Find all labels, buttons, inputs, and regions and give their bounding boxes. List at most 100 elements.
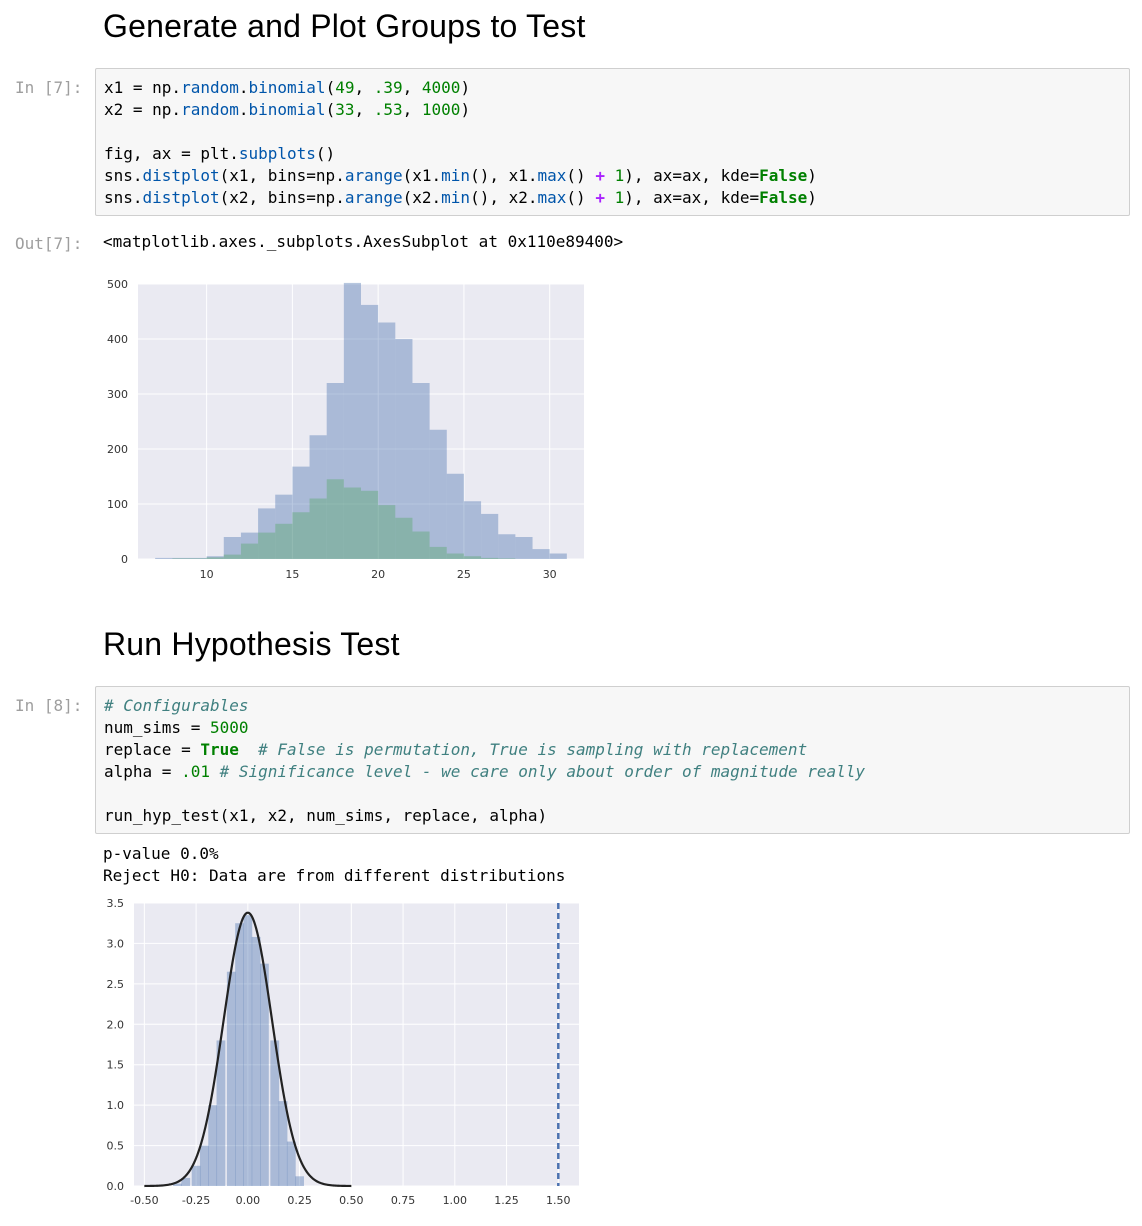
plot-area bbox=[134, 903, 579, 1186]
kde-line bbox=[144, 911, 352, 1188]
histogram-bar bbox=[235, 923, 244, 1186]
histogram-bar-x2 bbox=[481, 557, 499, 559]
x-tick-label: 0.75 bbox=[391, 1194, 416, 1207]
x-tick-label: 15 bbox=[285, 568, 299, 581]
histogram-bar-x1 bbox=[172, 557, 190, 559]
histogram-bar-x2 bbox=[412, 531, 430, 559]
histogram-bar bbox=[251, 936, 261, 1186]
y-tick-label: 1.5 bbox=[107, 1059, 125, 1072]
section-heading-hypothesis: Run Hypothesis Test bbox=[103, 626, 400, 662]
histogram-bar bbox=[270, 1040, 280, 1186]
histogram-bar bbox=[278, 1101, 288, 1186]
y-tick-label: 2.5 bbox=[107, 978, 125, 991]
histogram-bar-x2 bbox=[395, 517, 413, 559]
histogram-bar-x2 bbox=[446, 553, 464, 559]
histogram-bar-x1 bbox=[223, 537, 241, 559]
histogram-bar-x1 bbox=[498, 534, 516, 559]
y-tick-label: 300 bbox=[107, 388, 128, 401]
y-tick-label: 3.5 bbox=[107, 897, 125, 910]
histogram-bar-x2 bbox=[498, 558, 516, 559]
histogram-bar-x1 bbox=[395, 339, 413, 559]
histogram-bar bbox=[226, 971, 236, 1186]
x-tick-label: 10 bbox=[200, 568, 214, 581]
histogram-bar-x1 bbox=[361, 304, 379, 559]
histogram-bar-x1 bbox=[463, 501, 482, 559]
histogram-bar-x1 bbox=[326, 383, 344, 559]
histogram-bar-x1 bbox=[378, 322, 396, 559]
histogram-bar-x2 bbox=[292, 512, 310, 559]
plot-area bbox=[138, 284, 584, 559]
y-tick-label: 100 bbox=[107, 498, 128, 511]
x-tick-label: 1.50 bbox=[546, 1194, 571, 1207]
histogram-bar-x1 bbox=[258, 508, 276, 559]
y-tick-label: 500 bbox=[107, 278, 128, 291]
x-tick-label: 1.25 bbox=[494, 1194, 518, 1207]
y-tick-label: 2.0 bbox=[107, 1018, 125, 1031]
histogram-bar bbox=[173, 1183, 182, 1186]
code-cell-8-source[interactable]: # Configurables num_sims = 5000 replace … bbox=[104, 696, 866, 825]
histogram-bar-x1 bbox=[515, 537, 533, 559]
histogram-bar-x1 bbox=[429, 429, 447, 559]
histogram-bar-x2 bbox=[240, 543, 259, 559]
histogram-bar-x2 bbox=[189, 558, 207, 559]
section-heading-generate: Generate and Plot Groups to Test bbox=[103, 8, 586, 44]
histogram-bar bbox=[295, 1176, 304, 1186]
histogram-bar-x2 bbox=[343, 487, 361, 559]
x-tick-label: 20 bbox=[371, 568, 385, 581]
histogram-bar-x2 bbox=[378, 505, 396, 559]
histogram-bar-x1 bbox=[240, 532, 259, 559]
histogram-bar-x2 bbox=[275, 523, 293, 559]
y-tick-label: 400 bbox=[107, 333, 128, 346]
histogram-bar-x1 bbox=[275, 494, 293, 559]
histogram-bar bbox=[208, 1105, 218, 1186]
x-tick-label: 0.25 bbox=[287, 1194, 312, 1207]
code-cell-7[interactable] bbox=[95, 68, 1130, 216]
histogram-bar bbox=[259, 963, 269, 1186]
histogram-bar bbox=[181, 1177, 191, 1186]
x-tick-label: -0.25 bbox=[182, 1194, 210, 1207]
code-cell-7-source[interactable]: x1 = np.random.binomial(49, .39, 4000) x… bbox=[104, 78, 817, 207]
histogram-bar-x1 bbox=[412, 383, 430, 559]
stdout-pvalue: p-value 0.0% bbox=[103, 844, 219, 863]
histogram-bar-x2 bbox=[429, 546, 447, 559]
histogram-bar-x2 bbox=[223, 554, 241, 559]
x-tick-label: 1.00 bbox=[443, 1194, 468, 1207]
x-tick-label: 0.50 bbox=[339, 1194, 364, 1207]
histogram-bar-x1 bbox=[155, 557, 173, 559]
histogram-bar-x1 bbox=[532, 549, 550, 559]
in-prompt-8: In [8]: bbox=[15, 696, 83, 715]
histogram-bar bbox=[286, 1141, 296, 1186]
x-tick-label: 0.00 bbox=[236, 1194, 261, 1207]
histogram-bar-x1 bbox=[206, 556, 224, 559]
histogram-bar-x1 bbox=[189, 557, 207, 559]
histogram-bar-x1 bbox=[292, 466, 310, 559]
histogram-bar-x2 bbox=[326, 479, 344, 559]
histogram-chart: 0 100 200 300 400 500 10 15 20 25 30 bbox=[107, 278, 584, 581]
histogram-bar bbox=[216, 1040, 226, 1186]
x-tick-label: 25 bbox=[457, 568, 471, 581]
histogram-bar bbox=[199, 1145, 209, 1186]
histogram-bar-x2 bbox=[361, 490, 379, 559]
histogram-bar bbox=[243, 915, 253, 1186]
histogram-bar-x1 bbox=[309, 435, 327, 559]
y-tick-label: 0.0 bbox=[107, 1180, 125, 1193]
bootstrap-distribution-chart: 0.0 0.5 1.0 1.5 2.0 2.5 3.0 3.5 -0.50 -0.25 0.00 0.… bbox=[107, 897, 579, 1207]
in-prompt-7: In [7]: bbox=[15, 78, 83, 97]
histogram-bar-x2 bbox=[206, 557, 224, 559]
output-repr-7: <matplotlib.axes._subplots.AxesSubplot a… bbox=[103, 232, 624, 251]
stdout-reject: Reject H0: Data are from different distr… bbox=[103, 866, 566, 885]
histogram-bar-x2 bbox=[172, 558, 190, 559]
y-tick-label: 3.0 bbox=[107, 937, 125, 950]
y-tick-label: 0 bbox=[121, 553, 128, 566]
code-cell-8[interactable] bbox=[95, 686, 1130, 834]
histogram-bar-x2 bbox=[258, 532, 276, 559]
histogram-bar-x1 bbox=[549, 553, 567, 559]
histogram-bar-x2 bbox=[309, 498, 327, 559]
x-tick-label: -0.50 bbox=[130, 1194, 158, 1207]
histogram-bar-x1 bbox=[481, 513, 499, 559]
histogram-bar-x1 bbox=[343, 282, 361, 559]
histogram-bar-x2 bbox=[463, 556, 482, 559]
y-tick-label: 1.0 bbox=[107, 1099, 125, 1112]
histogram-bar-x1 bbox=[446, 473, 464, 559]
y-tick-label: 0.5 bbox=[107, 1140, 125, 1153]
